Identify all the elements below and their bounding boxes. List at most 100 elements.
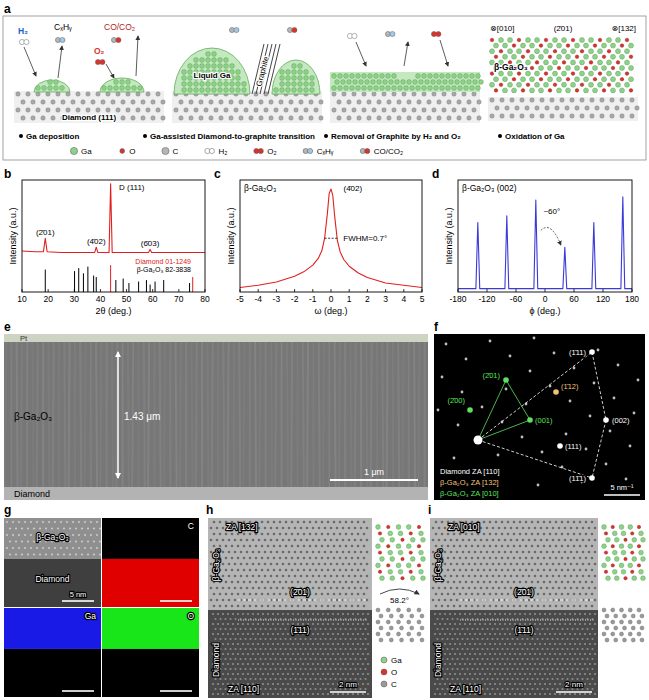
carbon-atom bbox=[392, 92, 396, 96]
label: O₂ bbox=[94, 46, 105, 56]
ga-atom bbox=[42, 86, 47, 91]
molecule-atom bbox=[60, 37, 65, 42]
atom-column bbox=[339, 605, 342, 608]
atom-column bbox=[36, 521, 38, 523]
ga-atom bbox=[242, 82, 247, 87]
grain-streak bbox=[307, 342, 308, 487]
atom-column bbox=[337, 623, 339, 625]
ga-atom bbox=[48, 80, 53, 85]
carbon-atom bbox=[387, 100, 391, 104]
atom-column bbox=[259, 658, 261, 660]
atom-column bbox=[267, 613, 269, 615]
grain-streak bbox=[303, 342, 304, 487]
atom-column bbox=[329, 628, 331, 630]
atom-column bbox=[247, 623, 249, 625]
diamond-layer bbox=[4, 487, 428, 500]
atom-column bbox=[287, 653, 289, 655]
carbon-atom bbox=[146, 92, 150, 96]
o-atom bbox=[593, 77, 597, 81]
x-tick bbox=[48, 289, 49, 292]
carbon-atom bbox=[239, 116, 243, 120]
x-tick bbox=[422, 289, 423, 292]
ga-atom bbox=[54, 80, 59, 85]
carbon-atom bbox=[31, 116, 35, 120]
atom-column bbox=[322, 633, 324, 635]
atom-column bbox=[276, 527, 279, 530]
atom-column bbox=[297, 683, 299, 685]
atom-column bbox=[27, 553, 29, 555]
atom-column bbox=[240, 587, 243, 590]
label: Pt bbox=[20, 334, 28, 343]
atom-column bbox=[282, 653, 284, 655]
atom-column bbox=[339, 557, 342, 560]
atom-column bbox=[314, 628, 316, 630]
carbon-atom bbox=[495, 106, 499, 110]
atom-column bbox=[327, 683, 329, 685]
ga-atom bbox=[212, 88, 217, 93]
reference-stick bbox=[96, 277, 97, 292]
ga-atom bbox=[535, 49, 540, 54]
atom-column bbox=[30, 521, 32, 523]
ga-atom bbox=[553, 60, 558, 65]
panel-letter: d bbox=[432, 167, 439, 181]
atom-column bbox=[240, 551, 243, 554]
atom-column bbox=[81, 527, 83, 529]
x-tick bbox=[349, 289, 350, 292]
carbon-atom bbox=[199, 100, 203, 104]
atom-column bbox=[225, 593, 228, 596]
atom-column bbox=[229, 618, 231, 620]
atom-column bbox=[360, 575, 363, 578]
atom-column bbox=[36, 547, 38, 549]
atom-column bbox=[261, 521, 264, 524]
atom-column bbox=[237, 593, 240, 596]
ga-atom bbox=[188, 76, 193, 81]
atom-column bbox=[267, 557, 270, 560]
atom-column bbox=[222, 599, 225, 602]
o-atom bbox=[629, 55, 633, 59]
ga-atom bbox=[589, 49, 594, 54]
o-atom bbox=[616, 61, 620, 65]
atom-column bbox=[257, 653, 259, 655]
atom-column bbox=[264, 551, 267, 554]
zone-line bbox=[592, 352, 606, 420]
peak-label: (4̄02) bbox=[87, 237, 106, 246]
atom-column bbox=[219, 521, 222, 524]
atom-column bbox=[330, 551, 333, 554]
atom-column bbox=[297, 605, 300, 608]
atom-column bbox=[270, 539, 273, 542]
o-atom bbox=[629, 89, 633, 93]
reference-stick bbox=[115, 280, 116, 292]
atom-column bbox=[261, 557, 264, 560]
atom-column bbox=[357, 613, 359, 615]
ga-atom bbox=[212, 82, 217, 87]
x-tick-label: -1 bbox=[309, 294, 317, 304]
carbon-atom bbox=[141, 116, 145, 120]
diffraction-spot bbox=[593, 382, 596, 385]
atom-column bbox=[342, 539, 345, 542]
atom-column bbox=[336, 587, 339, 590]
atom-column bbox=[339, 628, 341, 630]
ga-atom bbox=[212, 64, 217, 69]
grain-streak bbox=[239, 342, 240, 487]
atom-column bbox=[342, 623, 344, 625]
ga-atom bbox=[362, 86, 367, 91]
x-tick bbox=[403, 289, 404, 292]
ga-atom bbox=[625, 60, 630, 65]
ga-atom bbox=[206, 82, 211, 87]
o-atom bbox=[625, 72, 629, 76]
atom-column bbox=[339, 638, 341, 640]
ga-atom bbox=[416, 74, 421, 79]
atom-column bbox=[277, 613, 279, 615]
grain-streak bbox=[275, 342, 276, 487]
atom-column bbox=[282, 623, 284, 625]
carbon-atom bbox=[332, 92, 336, 96]
atom-column bbox=[69, 527, 71, 529]
atom-column bbox=[225, 545, 228, 548]
atom-column bbox=[244, 668, 246, 670]
atom-column bbox=[349, 638, 351, 640]
atom-column bbox=[309, 521, 312, 524]
atom-column bbox=[302, 683, 304, 685]
ga-atom bbox=[224, 82, 229, 87]
atom-column bbox=[54, 521, 56, 523]
atom-column bbox=[347, 633, 349, 635]
